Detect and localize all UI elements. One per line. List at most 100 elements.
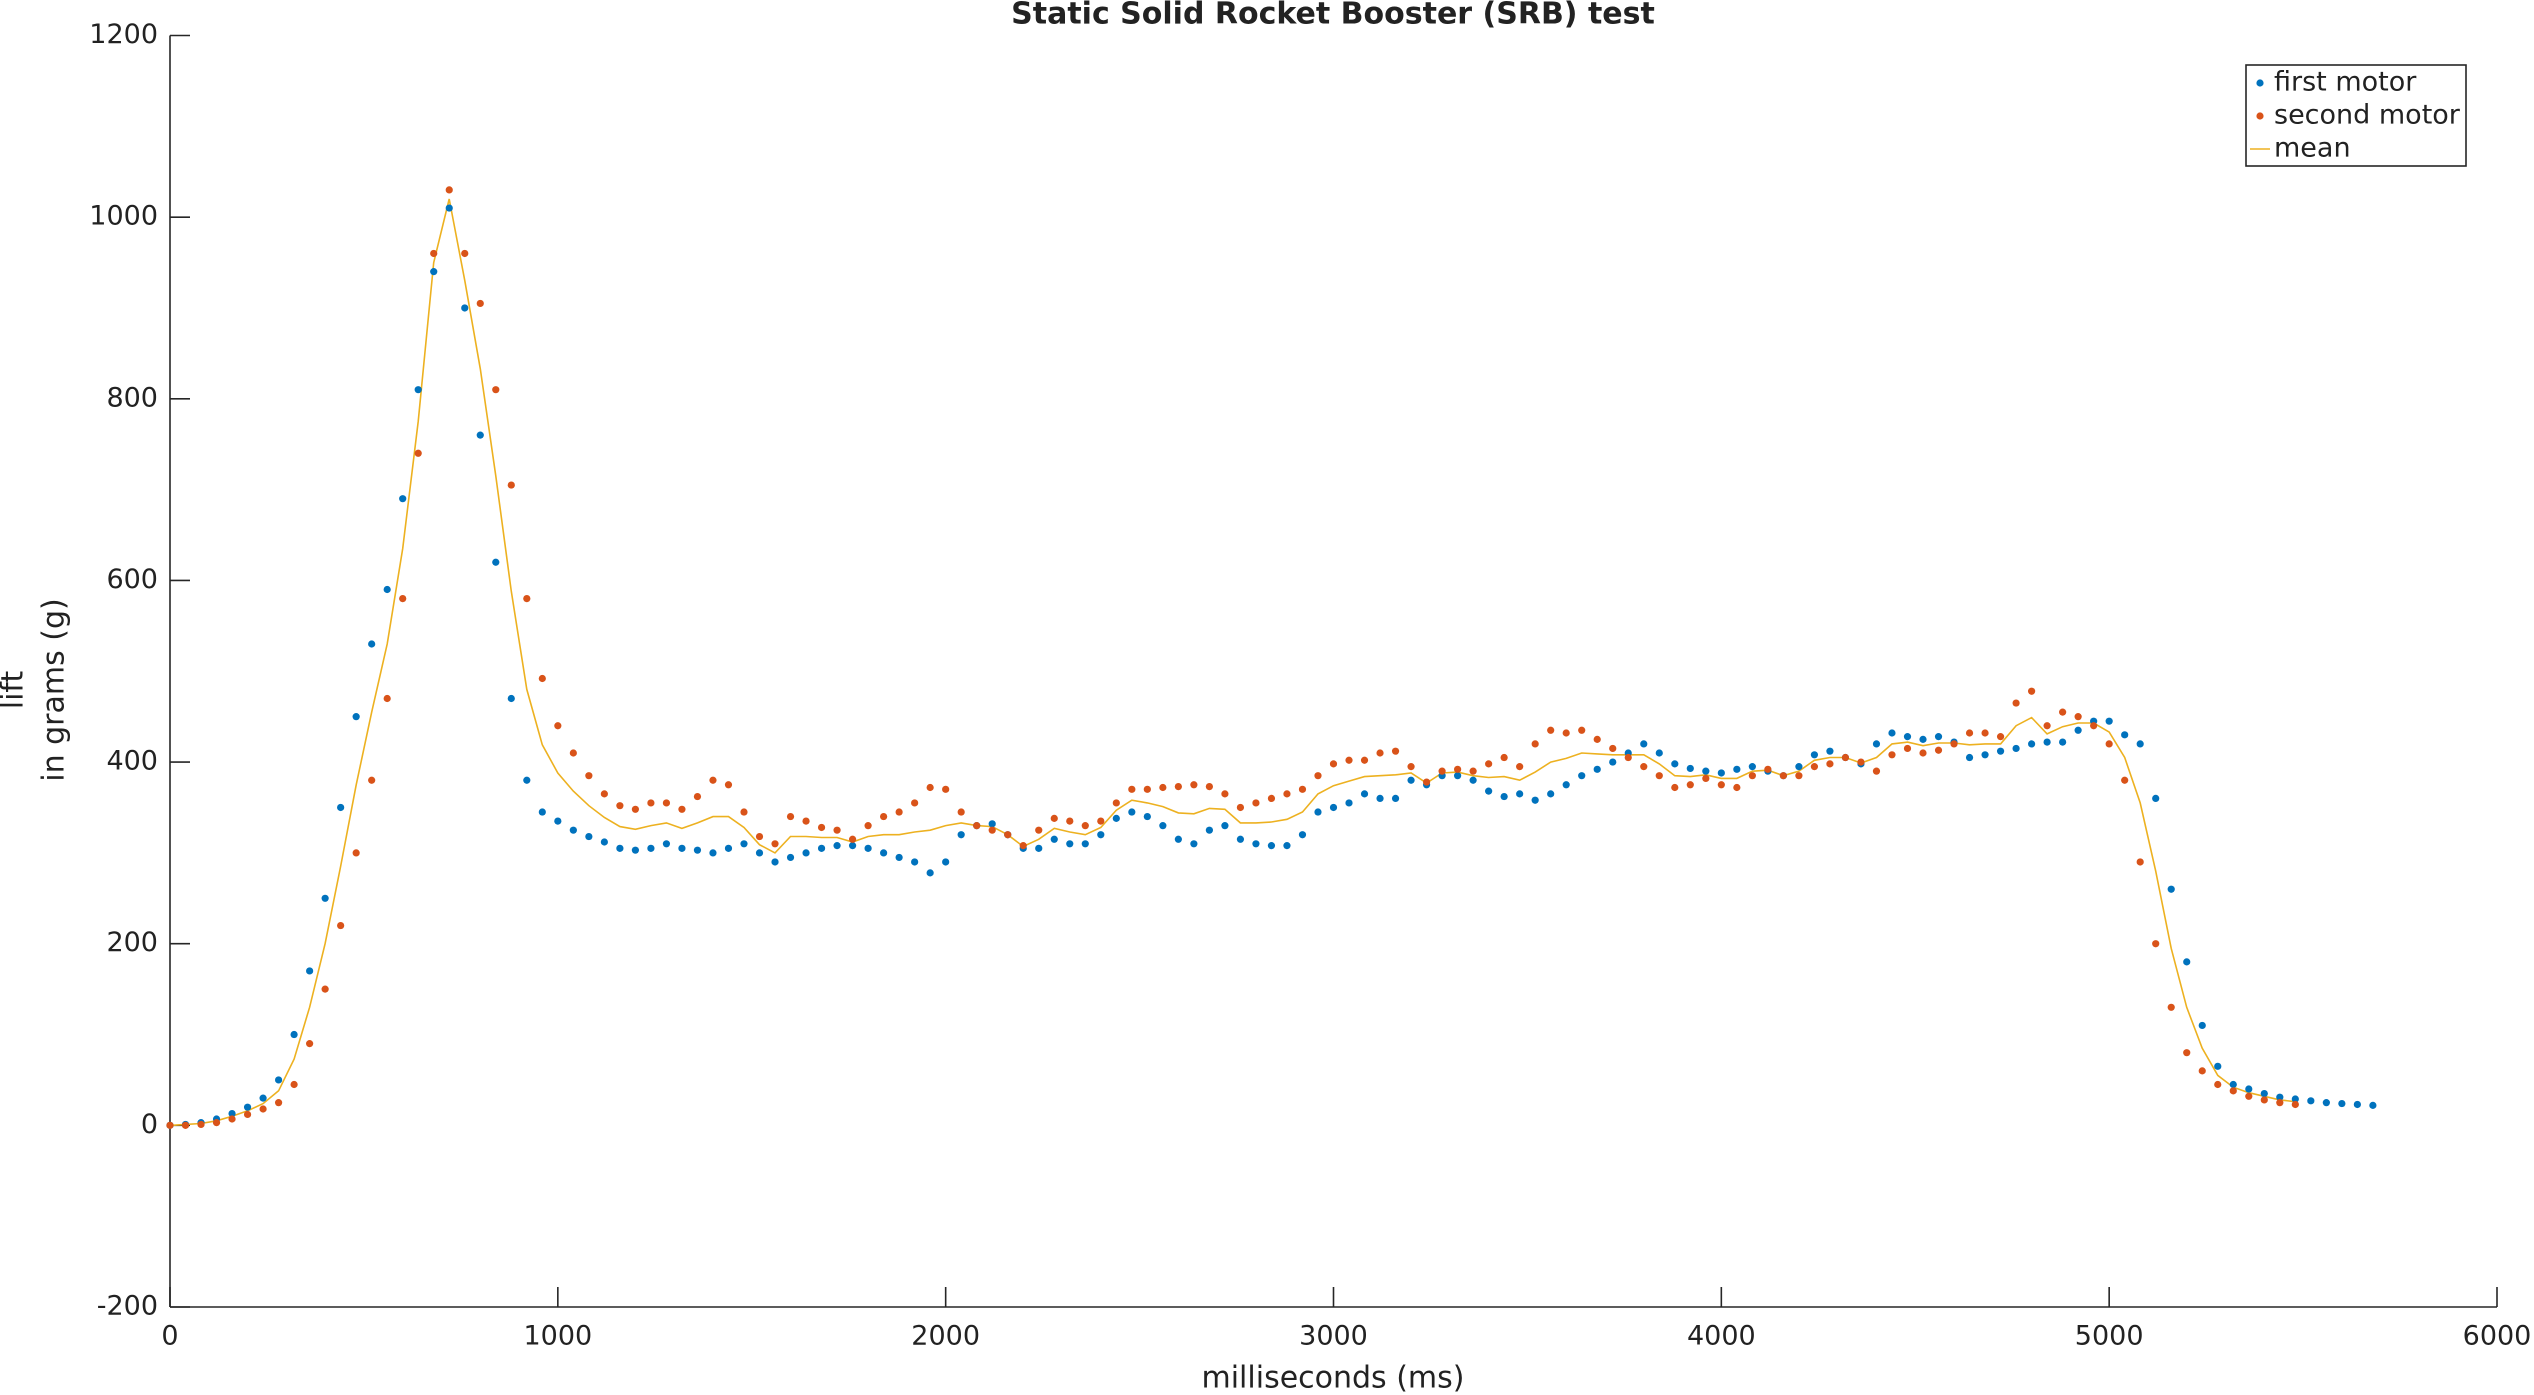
- data-point: [243, 1103, 252, 1111]
- data-point: [1283, 842, 1291, 850]
- data-point: [1112, 799, 1120, 807]
- data-point: [1438, 767, 1446, 775]
- data-point: [1221, 822, 1229, 830]
- data-point: [1407, 763, 1415, 771]
- data-point: [1996, 733, 2005, 741]
- data-point: [1748, 772, 1756, 780]
- data-point: [662, 840, 671, 848]
- x-tick-label: 5000: [2075, 1321, 2144, 1352]
- legend-label: first motor: [2274, 67, 2417, 98]
- data-point: [166, 1121, 174, 1129]
- data-point: [197, 1120, 205, 1129]
- data-point: [1965, 753, 1974, 762]
- data-point: [1516, 763, 1524, 771]
- data-point: [1965, 729, 1974, 737]
- data-point: [1221, 790, 1229, 798]
- data-point: [259, 1105, 267, 1113]
- data-point: [817, 823, 826, 832]
- data-point: [755, 849, 764, 857]
- data-point: [2338, 1099, 2346, 1108]
- data-point: [678, 844, 686, 852]
- data-point: [1345, 756, 1353, 764]
- data-point: [2152, 794, 2160, 803]
- data-point: [321, 894, 329, 902]
- y-tick-label: 0: [141, 1109, 158, 1140]
- data-point: [895, 808, 903, 816]
- data-point: [181, 1121, 190, 1129]
- data-point: [2245, 1085, 2253, 1093]
- data-point: [1748, 763, 1756, 771]
- data-point: [1671, 760, 1679, 768]
- data-point: [1764, 765, 1772, 773]
- data-point: [1717, 769, 1725, 777]
- data-point: [1112, 814, 1120, 822]
- data-point: [1485, 760, 1493, 768]
- data-point: [1066, 840, 1074, 848]
- data-point: [1066, 817, 1074, 825]
- data-point: [1686, 781, 1694, 789]
- data-point: [1128, 808, 1136, 816]
- mean-line: [169, 198, 2296, 1127]
- data-point: [2090, 722, 2098, 730]
- y-tick-label: 800: [106, 382, 158, 413]
- data-point: [538, 674, 546, 683]
- data-point: [2121, 731, 2129, 739]
- data-point: [461, 304, 469, 312]
- data-point: [755, 832, 764, 841]
- data-point: [2012, 744, 2020, 753]
- data-point: [926, 869, 934, 877]
- data-point: [647, 844, 655, 852]
- data-point: [476, 299, 484, 308]
- data-point: [1640, 740, 1648, 748]
- data-point: [1236, 835, 1245, 843]
- data-point: [864, 822, 872, 830]
- data-point: [1267, 794, 1276, 803]
- data-point: [1035, 844, 1043, 852]
- data-point: [1081, 840, 1089, 848]
- data-point: [274, 1099, 283, 1107]
- data-point: [399, 495, 407, 503]
- data-point: [2245, 1092, 2253, 1100]
- data-point: [2043, 722, 2051, 730]
- data-point: [880, 812, 888, 821]
- data-point: [337, 803, 345, 812]
- data-point: [1810, 751, 1819, 759]
- data-point: [585, 832, 593, 841]
- y-tick-label: 200: [106, 927, 158, 958]
- data-point: [383, 585, 391, 594]
- data-point: [1779, 772, 1787, 780]
- data-point: [1283, 790, 1291, 798]
- data-point: [1252, 840, 1260, 848]
- data-point: [2028, 740, 2036, 748]
- data-point: [430, 249, 438, 258]
- data-point: [2059, 708, 2067, 716]
- data-point: [507, 481, 515, 489]
- x-tick-label: 1000: [523, 1321, 592, 1352]
- data-point: [724, 781, 733, 789]
- data-point: [1469, 767, 1477, 775]
- data-point: [274, 1076, 283, 1084]
- data-point: [1702, 767, 1710, 775]
- data-point: [988, 826, 996, 834]
- data-point: [1485, 787, 1493, 795]
- data-point: [1717, 781, 1725, 789]
- data-point: [2291, 1100, 2299, 1109]
- data-point: [647, 799, 655, 807]
- data-point: [383, 694, 391, 703]
- data-point: [1919, 735, 1927, 743]
- data-point: [2121, 776, 2129, 784]
- data-point: [1391, 747, 1400, 755]
- data-point: [2152, 940, 2160, 948]
- data-point: [445, 204, 453, 212]
- data-point: [1857, 758, 1865, 766]
- data-point: [1593, 735, 1601, 743]
- data-point: [1655, 749, 1663, 757]
- data-point: [2214, 1062, 2222, 1070]
- data-point: [942, 858, 950, 866]
- x-axis-label: milliseconds (ms): [1202, 1361, 1465, 1395]
- data-point: [693, 792, 702, 801]
- data-point: [2183, 958, 2191, 966]
- data-point: [1314, 808, 1322, 816]
- data-point: [1609, 758, 1617, 766]
- data-point: [2229, 1087, 2237, 1095]
